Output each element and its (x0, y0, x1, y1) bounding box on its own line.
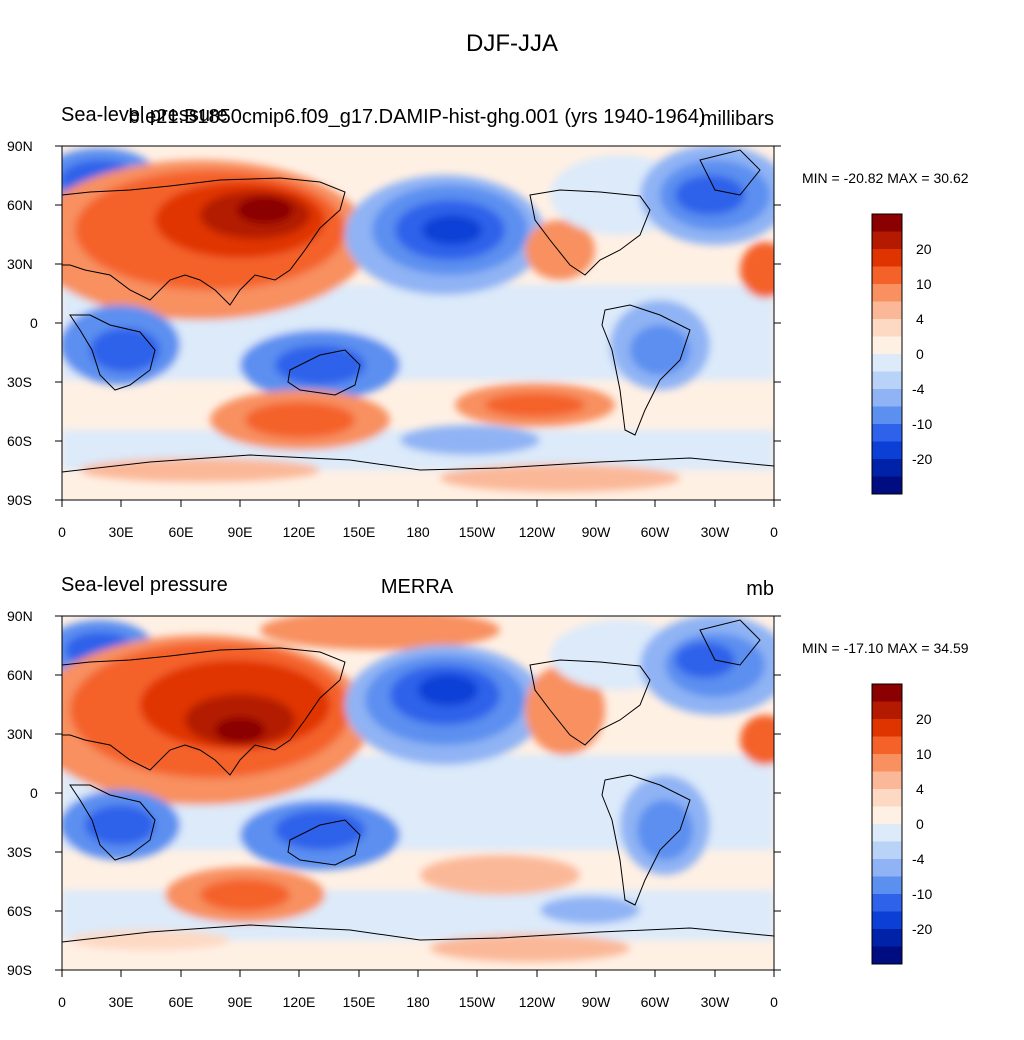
obs-lon-label-90w: 90W (582, 994, 612, 1010)
lon-label-90e: 90E (228, 524, 253, 540)
lat-label-0: 0 (30, 315, 38, 331)
lon-label-90w: 90W (582, 524, 612, 540)
obs-lon-label-30e: 30E (109, 994, 134, 1010)
obs-slp-field (62, 616, 774, 970)
obs-lon-label-180: 180 (406, 994, 430, 1010)
map-panel-model: 90N 60N 30N 0 30S 60S 90S 0 30E 60E 90E … (0, 100, 1024, 570)
obs-lat-ticks: 90N 60N 30N 0 30S 60S 90S (7, 608, 781, 978)
model-cb-label-4: 4 (916, 311, 924, 327)
model-cb-label-neg10: -10 (912, 416, 932, 432)
obs-variable-title: Sea-level pressure (61, 574, 228, 596)
obs-lat-label-60n: 60N (7, 667, 33, 683)
obs-cb-label-neg4: -4 (912, 851, 925, 867)
lat-label-30n: 30N (7, 256, 33, 272)
obs-lat-label-0: 0 (30, 785, 38, 801)
obs-lon-label-120w: 120W (519, 994, 556, 1010)
obs-lon-label-30w: 30W (701, 994, 731, 1010)
model-coastlines (62, 149, 774, 473)
model-units-label: millibars (700, 108, 774, 130)
obs-lat-label-30s: 30S (7, 844, 32, 860)
obs-lon-label-60w: 60W (641, 994, 671, 1010)
model-cb-label-0: 0 (916, 346, 924, 362)
model-case-title: b.e21.B1850cmip6.f09_g17.DAMIP-hist-ghg.… (128, 106, 706, 128)
obs-lon-label-90e: 90E (228, 994, 253, 1010)
model-lat-ticks: 90N 60N 30N 0 30S 60S 90S (7, 138, 781, 508)
obs-lat-label-30n: 30N (7, 726, 33, 742)
obs-minmax-label: MIN = -17.10 MAX = 34.59 (802, 640, 969, 656)
lon-label-180: 180 (406, 524, 430, 540)
obs-lat-label-90n: 90N (7, 608, 33, 624)
lat-label-60s: 60S (7, 433, 32, 449)
lon-label-30e: 30E (109, 524, 134, 540)
obs-cb-label-10: 10 (916, 746, 932, 762)
model-minmax-label: MIN = -20.82 MAX = 30.62 (802, 170, 969, 186)
model-lon-ticks: 0 30E 60E 90E 120E 150E 180 150W 120W 90… (58, 500, 778, 540)
model-cb-label-20: 20 (916, 241, 932, 257)
lon-label-120w: 120W (519, 524, 556, 540)
lat-label-90s: 90S (7, 492, 32, 508)
lon-label-150w: 150W (459, 524, 496, 540)
lon-label-150e: 150E (343, 524, 376, 540)
obs-cb-label-neg10: -10 (912, 886, 932, 902)
lon-label-0-end: 0 (770, 524, 778, 540)
model-cb-label-neg4: -4 (912, 381, 925, 397)
lat-label-30s: 30S (7, 374, 32, 390)
obs-colorbar: 20 10 4 0 -4 -10 -20 (871, 683, 932, 965)
model-colorbar: 20 10 4 0 -4 -10 -20 (871, 213, 932, 495)
model-cb-label-10: 10 (916, 276, 932, 292)
obs-lat-label-90s: 90S (7, 962, 32, 978)
obs-cb-label-neg20: -20 (912, 921, 932, 937)
obs-lon-label-0-end: 0 (770, 994, 778, 1010)
lon-label-60w: 60W (641, 524, 671, 540)
obs-lon-label-150w: 150W (459, 994, 496, 1010)
obs-lon-label-0: 0 (58, 994, 66, 1010)
map-panel-obs: 90N 60N 30N 0 30S 60S 90S 0 30E 60E 90E … (0, 570, 1024, 1040)
obs-map-svg: 90N 60N 30N 0 30S 60S 90S 0 30E 60E 90E … (7, 608, 932, 1010)
lat-label-90n: 90N (7, 138, 33, 154)
obs-lon-label-150e: 150E (343, 994, 376, 1010)
obs-cb-label-4: 4 (916, 781, 924, 797)
model-cb-label-neg20: -20 (912, 451, 932, 467)
model-variable-title: Sea-level pressure (61, 104, 228, 126)
obs-coastlines (62, 619, 774, 943)
obs-lon-label-120e: 120E (283, 994, 316, 1010)
lon-label-120e: 120E (283, 524, 316, 540)
obs-cb-label-0: 0 (916, 816, 924, 832)
obs-lon-label-60e: 60E (169, 994, 194, 1010)
obs-lon-ticks: 0 30E 60E 90E 120E 150E 180 150W 120W 90… (58, 970, 778, 1010)
figure-title: DJF-JJA (466, 30, 558, 57)
lon-label-0: 0 (58, 524, 66, 540)
lon-label-60e: 60E (169, 524, 194, 540)
model-map-svg: 90N 60N 30N 0 30S 60S 90S 0 30E 60E 90E … (7, 138, 932, 540)
obs-case-title: MERRA (380, 576, 454, 598)
obs-cb-label-20: 20 (916, 711, 932, 727)
lon-label-30w: 30W (701, 524, 731, 540)
obs-lat-label-60s: 60S (7, 903, 32, 919)
obs-units-label: mb (746, 578, 774, 600)
lat-label-60n: 60N (7, 197, 33, 213)
model-slp-field (62, 146, 774, 500)
